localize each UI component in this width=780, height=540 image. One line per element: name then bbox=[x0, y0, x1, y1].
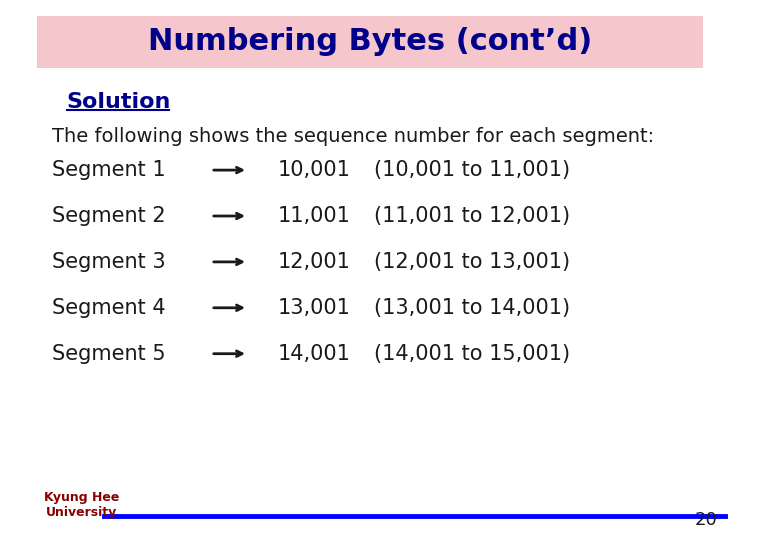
Text: Numbering Bytes (cont’d): Numbering Bytes (cont’d) bbox=[148, 28, 592, 56]
Text: (12,001 to 13,001): (12,001 to 13,001) bbox=[374, 252, 570, 272]
Text: Segment 1: Segment 1 bbox=[51, 160, 165, 180]
Text: (10,001 to 11,001): (10,001 to 11,001) bbox=[374, 160, 570, 180]
Text: Segment 2: Segment 2 bbox=[51, 206, 165, 226]
Text: Segment 4: Segment 4 bbox=[51, 298, 165, 318]
Text: 13,001: 13,001 bbox=[278, 298, 350, 318]
Text: 14,001: 14,001 bbox=[278, 343, 350, 364]
Text: 20: 20 bbox=[695, 511, 718, 529]
FancyBboxPatch shape bbox=[37, 16, 703, 68]
Text: Segment 3: Segment 3 bbox=[51, 252, 165, 272]
Text: Segment 5: Segment 5 bbox=[51, 343, 165, 364]
Text: 10,001: 10,001 bbox=[278, 160, 350, 180]
Text: (14,001 to 15,001): (14,001 to 15,001) bbox=[374, 343, 570, 364]
Text: 12,001: 12,001 bbox=[278, 252, 350, 272]
Text: (13,001 to 14,001): (13,001 to 14,001) bbox=[374, 298, 570, 318]
Text: Kyung Hee
University: Kyung Hee University bbox=[44, 491, 119, 519]
Text: 11,001: 11,001 bbox=[278, 206, 350, 226]
Text: Solution: Solution bbox=[66, 92, 171, 112]
Text: The following shows the sequence number for each segment:: The following shows the sequence number … bbox=[51, 127, 654, 146]
Text: (11,001 to 12,001): (11,001 to 12,001) bbox=[374, 206, 570, 226]
